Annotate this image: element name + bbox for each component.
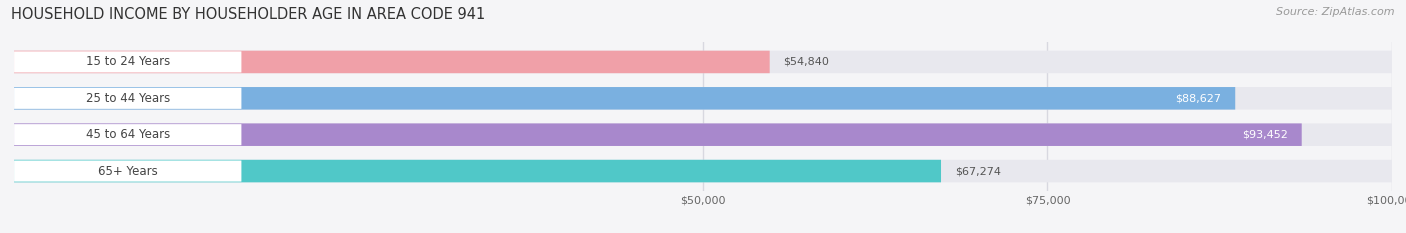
Text: 65+ Years: 65+ Years <box>98 164 157 178</box>
Text: $93,452: $93,452 <box>1241 130 1288 140</box>
Text: HOUSEHOLD INCOME BY HOUSEHOLDER AGE IN AREA CODE 941: HOUSEHOLD INCOME BY HOUSEHOLDER AGE IN A… <box>11 7 485 22</box>
FancyBboxPatch shape <box>14 160 1392 182</box>
FancyBboxPatch shape <box>14 87 1236 110</box>
Text: Source: ZipAtlas.com: Source: ZipAtlas.com <box>1277 7 1395 17</box>
Text: 45 to 64 Years: 45 to 64 Years <box>86 128 170 141</box>
FancyBboxPatch shape <box>14 51 1392 73</box>
FancyBboxPatch shape <box>14 87 1392 110</box>
FancyBboxPatch shape <box>14 51 242 72</box>
FancyBboxPatch shape <box>14 51 769 73</box>
Text: $67,274: $67,274 <box>955 166 1001 176</box>
Text: 15 to 24 Years: 15 to 24 Years <box>86 55 170 69</box>
Text: 25 to 44 Years: 25 to 44 Years <box>86 92 170 105</box>
FancyBboxPatch shape <box>14 161 242 182</box>
FancyBboxPatch shape <box>14 123 1302 146</box>
Text: $88,627: $88,627 <box>1175 93 1222 103</box>
FancyBboxPatch shape <box>14 160 941 182</box>
FancyBboxPatch shape <box>14 123 1392 146</box>
FancyBboxPatch shape <box>14 124 242 145</box>
Text: $54,840: $54,840 <box>783 57 830 67</box>
FancyBboxPatch shape <box>14 88 242 109</box>
